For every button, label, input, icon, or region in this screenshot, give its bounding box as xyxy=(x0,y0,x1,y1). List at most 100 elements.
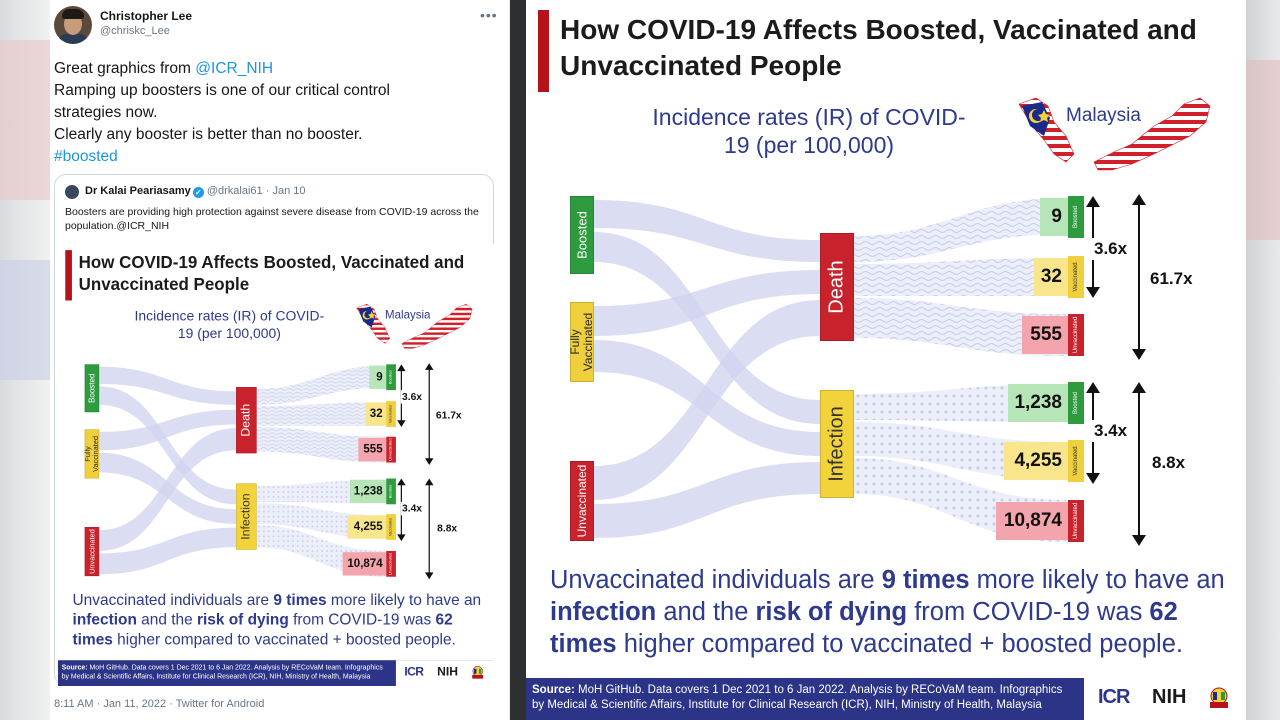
summary-emphasis: infection xyxy=(72,611,137,629)
tag-label: Boosted xyxy=(1073,205,1079,229)
value-death-unvaccinated: 555 xyxy=(358,437,387,462)
hashtag-link[interactable]: #boosted xyxy=(54,148,118,165)
node-label: Boosted xyxy=(574,211,590,259)
background-divider xyxy=(510,0,526,720)
node-label: Death xyxy=(825,260,848,314)
map-label: Malaysia xyxy=(1066,105,1141,126)
summary-part: more likely to have an xyxy=(969,566,1225,594)
tag-label: Boosted xyxy=(1073,391,1079,415)
summary-part: and the xyxy=(656,598,756,626)
node-boosted: Boosted xyxy=(84,364,100,413)
ratio-arrow xyxy=(424,363,434,466)
summary-part: from COVID-19 was xyxy=(907,598,1150,626)
icr-logo: ICR xyxy=(1098,686,1130,708)
ratio-death-vaccinated: 3.6x xyxy=(400,390,424,404)
moh-crest-icon xyxy=(1210,687,1228,708)
infographic-subtitle: Incidence rates (IR) of COVID-19 (per 10… xyxy=(652,104,966,158)
quoted-author-avatar[interactable] xyxy=(65,185,79,199)
node-label: Unvaccinated xyxy=(87,529,97,574)
verified-badge-icon: ✓ xyxy=(192,187,204,198)
tag-label: Vaccinated xyxy=(1073,446,1079,476)
node-label: Boosted xyxy=(87,373,97,403)
value-infection-boosted: 1,238 xyxy=(349,479,387,504)
infographic-canvas: How COVID-19 Affects Boosted, Vaccinated… xyxy=(58,244,494,686)
tweet-text-line: Great graphics from xyxy=(54,60,196,77)
title-accent-bar xyxy=(538,10,549,92)
tag-unvaccinated: Unvaccinated xyxy=(1068,500,1084,542)
infographic-footer: Source: MoH GitHub. Data covers 1 Dec 20… xyxy=(58,660,494,686)
tag-label: Vaccinated xyxy=(389,518,393,536)
author-name[interactable]: Christopher Lee xyxy=(100,9,193,23)
malaysia-flag-map-icon xyxy=(1018,97,1211,171)
value-infection-vaccinated: 4,255 xyxy=(1004,442,1068,480)
summary-emphasis: risk of dying xyxy=(755,598,908,626)
source-text: Source: MoH GitHub. Data covers 1 Dec 20… xyxy=(532,683,1072,713)
logo-strip: ICR NIH xyxy=(1084,678,1246,720)
ellipsis-icon[interactable]: ••• xyxy=(480,7,498,23)
value-infection-unvaccinated: 10,874 xyxy=(342,552,387,576)
node-fully-vaccinated: Fully Vaccinated xyxy=(568,302,595,382)
value-death-boosted: 9 xyxy=(1040,198,1068,236)
tag-label: Boosted xyxy=(389,484,393,499)
node-death: Death xyxy=(820,233,854,341)
ratio-infection-vaccinated: 3.4x xyxy=(400,501,424,516)
node-unvaccinated: Unvaccinated xyxy=(84,527,100,577)
quoted-author-handle[interactable]: @drkalai61 xyxy=(206,185,263,197)
tag-label: Unvaccinated xyxy=(389,552,393,576)
quoted-author-name[interactable]: Dr Kalai Peariasamy xyxy=(85,185,191,197)
infographic-thumbnail[interactable]: How COVID-19 Affects Boosted, Vaccinated… xyxy=(58,244,494,686)
summary-emphasis: risk of dying xyxy=(196,611,289,629)
summary-emphasis: infection xyxy=(550,598,657,626)
node-infection: Infection xyxy=(820,390,854,498)
node-unvaccinated: Unvaccinated xyxy=(570,461,594,541)
source-label: Source: xyxy=(532,684,575,696)
tweet-text-line: strategies now. xyxy=(54,104,158,121)
ratio-death-unvaccinated: 61.7x xyxy=(1148,268,1195,290)
node-fully-vaccinated: Fully Vaccinated xyxy=(83,429,100,479)
value-death-vaccinated: 32 xyxy=(365,402,387,426)
summary-part: higher compared to vaccinated + boosted … xyxy=(112,630,456,648)
moh-crest-icon xyxy=(472,666,484,679)
infographic-title: How COVID-19 Affects Boosted, Vaccinated… xyxy=(560,14,1197,81)
infographic-title: How COVID-19 Affects Boosted, Vaccinated… xyxy=(78,252,465,294)
quoted-author-line: Dr Kalai Peariasamy ✓ @drkalai61 · Jan 10 xyxy=(85,185,306,198)
summary-text: Unvaccinated individuals are 9 times mor… xyxy=(550,564,1230,660)
nih-logo: NIH xyxy=(437,665,458,679)
tag-label: Vaccinated xyxy=(1073,262,1079,292)
background-blur-right xyxy=(1246,0,1280,720)
author-handle[interactable]: @chriskc_Lee xyxy=(100,25,170,37)
tag-label: Unvaccinated xyxy=(1073,502,1079,540)
tag-vaccinated: Vaccinated xyxy=(386,401,396,427)
summary-part: higher compared to vaccinated + boosted … xyxy=(616,630,1183,658)
tag-unvaccinated: Unvaccinated xyxy=(386,550,396,577)
value-death-vaccinated: 32 xyxy=(1034,258,1068,296)
title-accent-bar xyxy=(65,250,72,301)
nih-logo: NIH xyxy=(1152,686,1187,708)
ratio-arrow xyxy=(1132,194,1146,360)
summary-emphasis: 9 times xyxy=(273,591,327,609)
tag-unvaccinated: Unvaccinated xyxy=(1068,314,1084,356)
tag-boosted: Boosted xyxy=(386,364,396,391)
tweet-text-line: Clearly any booster is better than no bo… xyxy=(54,126,363,143)
infographic-subtitle: Incidence rates (IR) of COVID-19 (per 10… xyxy=(134,307,325,341)
tag-vaccinated: Vaccinated xyxy=(386,514,396,540)
source-text: Source: MoH GitHub. Data covers 1 Dec 20… xyxy=(62,663,389,681)
tweet-timestamp[interactable]: 8:11 AM · Jan 11, 2022 · Twitter for And… xyxy=(54,698,265,710)
author-avatar[interactable] xyxy=(54,6,92,44)
mention-link[interactable]: @ICR_NIH xyxy=(195,60,274,77)
tag-boosted: Boosted xyxy=(1068,382,1084,424)
node-label: Death xyxy=(239,403,253,437)
summary-part: more likely to have an xyxy=(326,591,482,609)
ratio-infection-unvaccinated: 8.8x xyxy=(1150,452,1188,474)
malaysia-flag-map-icon xyxy=(356,303,473,349)
tag-label: Vaccinated xyxy=(389,405,393,424)
summary-part: Unvaccinated individuals are xyxy=(72,591,274,609)
tag-label: Unvaccinated xyxy=(1073,316,1079,354)
ratio-death-unvaccinated: 61.7x xyxy=(434,408,463,423)
infographic-canvas: How COVID-19 Affects Boosted, Vaccinated… xyxy=(526,0,1246,720)
value-death-boosted: 9 xyxy=(369,365,387,389)
summary-emphasis: 9 times xyxy=(881,566,970,594)
summary-part: from COVID-19 was xyxy=(288,611,436,629)
summary-emphasis: 62 times xyxy=(550,598,1178,658)
quoted-text: Boosters are providing high protection a… xyxy=(65,206,479,232)
